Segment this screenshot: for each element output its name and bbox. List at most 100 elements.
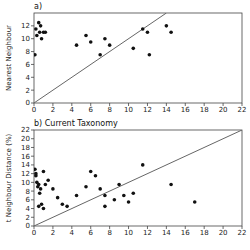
scatter-point: [146, 30, 150, 34]
x-tick-label: 16: [181, 106, 190, 114]
x-tick-label: 10: [124, 229, 133, 237]
y-tick: [31, 199, 34, 200]
x-tick-label: 12: [143, 229, 152, 237]
y-tick: [31, 90, 34, 91]
scatter-point: [84, 34, 88, 38]
x-tick-label: 4: [70, 229, 75, 237]
plot-frame: [34, 130, 242, 226]
scatter-point: [127, 200, 131, 204]
scatter-point: [75, 194, 79, 198]
scatter-point: [34, 27, 38, 31]
scatter-point: [37, 183, 41, 187]
x-tick-label: 8: [107, 229, 111, 237]
scatter-point: [169, 183, 173, 187]
chart: 0246810121416182022024681012Nearest Neig…: [0, 0, 250, 250]
panel-title: a): [34, 2, 42, 11]
scatter-point: [122, 194, 126, 198]
x-tick-label: 6: [88, 229, 93, 237]
x-tick-label: 16: [181, 229, 190, 237]
scatter-point: [44, 183, 48, 187]
scatter-point: [98, 187, 102, 191]
y-tick: [31, 226, 34, 227]
scatter-point: [117, 183, 121, 187]
y-tick-label: 16: [21, 153, 30, 161]
y-tick-label: 12: [21, 170, 30, 178]
x-tick-label: 8: [107, 106, 111, 114]
x-tick-label: 10: [124, 106, 133, 114]
y-tick-label: 8: [26, 188, 30, 196]
scatter-point: [103, 37, 107, 41]
y-tick: [31, 191, 34, 192]
x-tick-label: 2: [51, 229, 55, 237]
y-tick-label: 18: [21, 144, 30, 152]
y-tick-label: 2: [26, 87, 30, 95]
panel: 02468101214161820220246810121416182022t …: [5, 119, 246, 237]
scatter-point: [103, 194, 107, 198]
scatter-point: [84, 185, 88, 189]
x-tick-label: 2: [51, 106, 55, 114]
y-tick-label: 2: [26, 214, 30, 222]
y-tick-label: 4: [26, 205, 31, 213]
scatter-point: [98, 53, 102, 57]
y-tick-label: 10: [21, 179, 30, 187]
y-tick: [31, 147, 34, 148]
y-tick: [31, 64, 34, 65]
plot-frame: [34, 13, 242, 103]
x-tick-label: 0: [32, 229, 36, 237]
y-tick-label: 6: [26, 61, 31, 69]
scatter-point: [35, 34, 39, 38]
y-tick: [31, 173, 34, 174]
scatter-point: [141, 27, 145, 31]
y-tick-label: 20: [21, 135, 30, 143]
scatter-point: [42, 170, 46, 174]
x-tick-label: 12: [143, 106, 152, 114]
scatter-point: [42, 207, 46, 211]
x-tick-label: 6: [88, 106, 93, 114]
scatter-point: [108, 43, 112, 47]
y-tick-label: 12: [21, 22, 30, 30]
plot-area: [34, 130, 242, 226]
scatter-point: [165, 24, 169, 28]
reference-line: [34, 13, 166, 103]
scatter-point: [39, 187, 43, 191]
scatter-point: [51, 187, 55, 191]
y-tick: [31, 77, 34, 78]
y-tick: [31, 138, 34, 139]
scatter-point: [61, 202, 65, 206]
y-tick: [31, 38, 34, 39]
scatter-point: [193, 200, 197, 204]
y-tick-label: 0: [26, 99, 30, 107]
scatter-point: [103, 205, 107, 209]
x-tick-label: 20: [219, 229, 228, 237]
y-tick: [31, 156, 34, 157]
x-tick-label: 14: [162, 229, 171, 237]
scatter-point: [38, 191, 42, 195]
scatter-point: [65, 205, 69, 209]
y-tick: [31, 103, 34, 104]
y-tick-label: 8: [26, 48, 30, 56]
scatter-point: [37, 205, 41, 209]
x-tick-label: 18: [200, 106, 209, 114]
scatter-point: [75, 43, 79, 47]
y-axis-label: Nearest Neighbour: [5, 25, 13, 91]
x-tick-label: 22: [238, 229, 247, 237]
scatter-point: [40, 37, 44, 41]
scatter-point: [37, 21, 41, 25]
scatter-point: [40, 202, 44, 206]
scatter-point: [131, 47, 135, 51]
y-tick-label: 14: [21, 161, 30, 169]
scatter-point: [56, 196, 60, 200]
x-tick-label: 18: [200, 229, 209, 237]
y-axis-label: t Neighbour Distance (%): [5, 133, 13, 222]
x-tick-label: 20: [219, 106, 228, 114]
y-tick: [31, 130, 34, 131]
scatter-point: [89, 40, 93, 44]
plot-area: [34, 13, 173, 103]
y-tick-label: 0: [26, 222, 30, 230]
reference-line: [34, 130, 242, 226]
scatter-point: [34, 167, 37, 171]
y-tick: [31, 51, 34, 52]
scatter-point: [148, 53, 152, 57]
scatter-point: [34, 172, 38, 176]
x-tick-label: 0: [32, 106, 36, 114]
